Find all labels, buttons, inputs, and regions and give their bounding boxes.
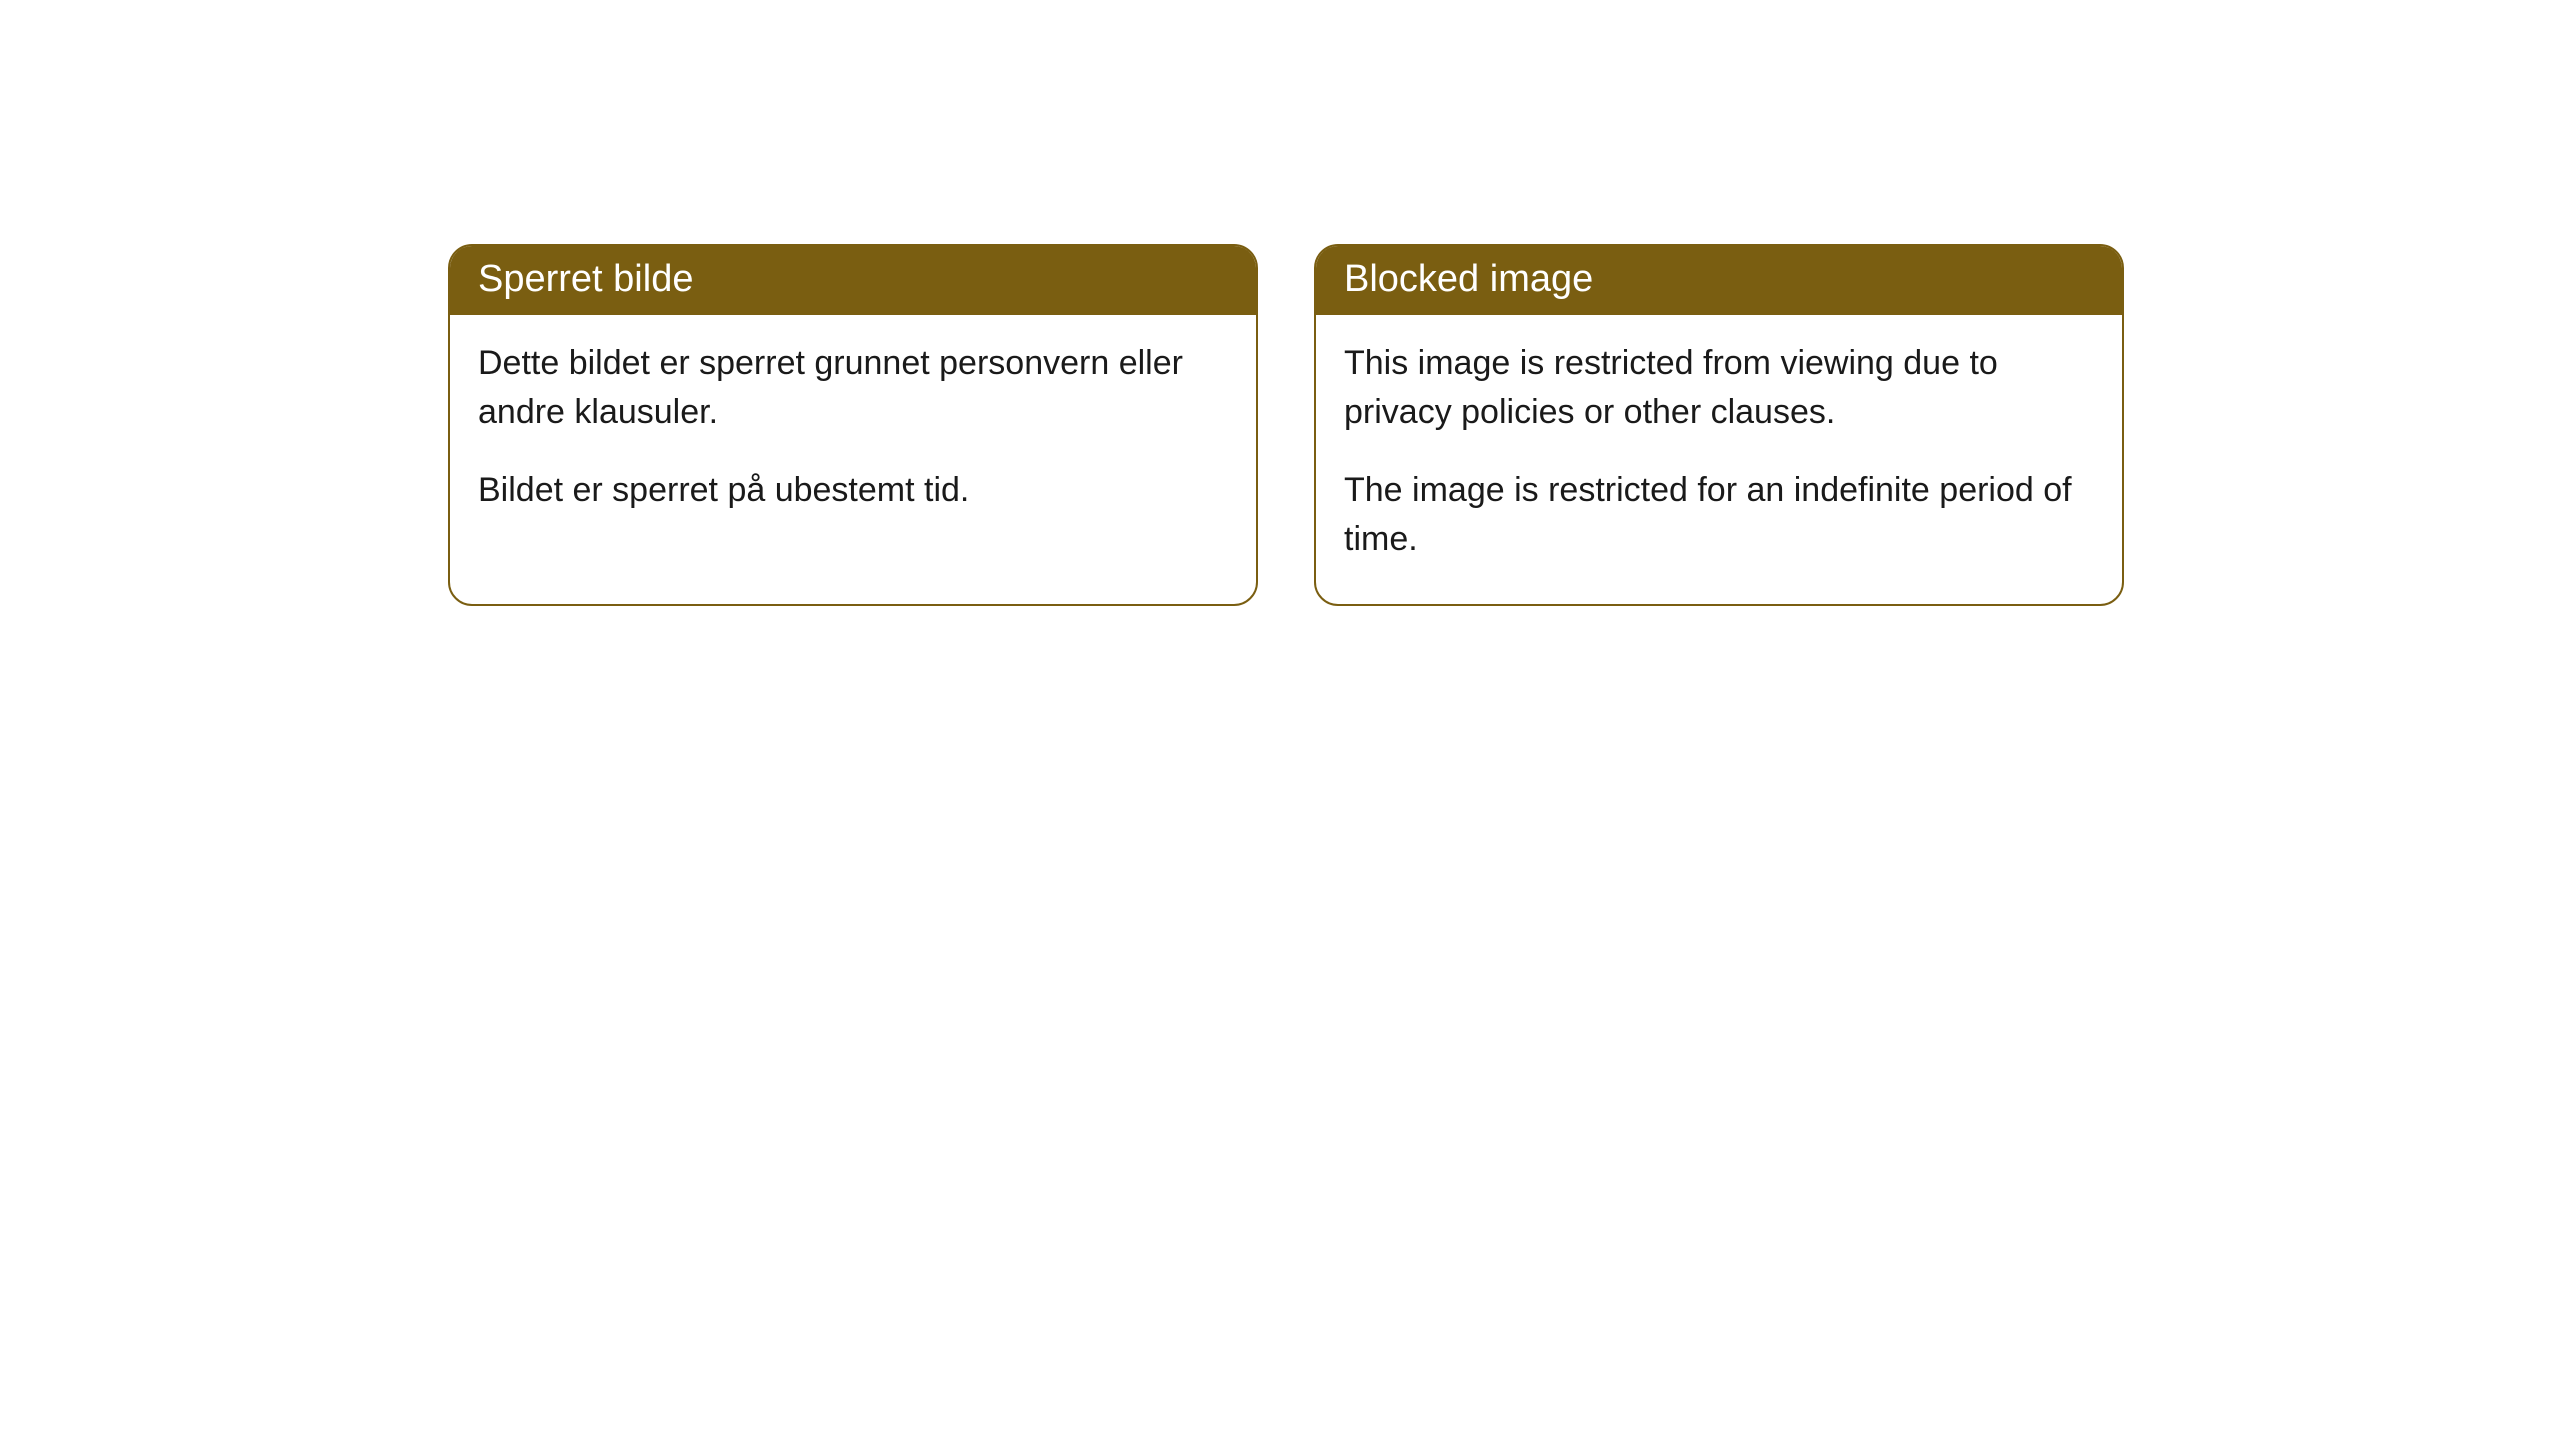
notice-card-norwegian: Sperret bilde Dette bildet er sperret gr…: [448, 244, 1258, 606]
notice-header: Blocked image: [1316, 246, 2122, 315]
notice-paragraph: This image is restricted from viewing du…: [1344, 339, 2094, 438]
notice-body: This image is restricted from viewing du…: [1316, 315, 2122, 604]
notice-cards-container: Sperret bilde Dette bildet er sperret gr…: [448, 244, 2124, 606]
notice-body: Dette bildet er sperret grunnet personve…: [450, 315, 1256, 555]
notice-paragraph: Dette bildet er sperret grunnet personve…: [478, 339, 1228, 438]
notice-card-english: Blocked image This image is restricted f…: [1314, 244, 2124, 606]
notice-paragraph: Bildet er sperret på ubestemt tid.: [478, 466, 1228, 515]
notice-header: Sperret bilde: [450, 246, 1256, 315]
notice-paragraph: The image is restricted for an indefinit…: [1344, 466, 2094, 565]
